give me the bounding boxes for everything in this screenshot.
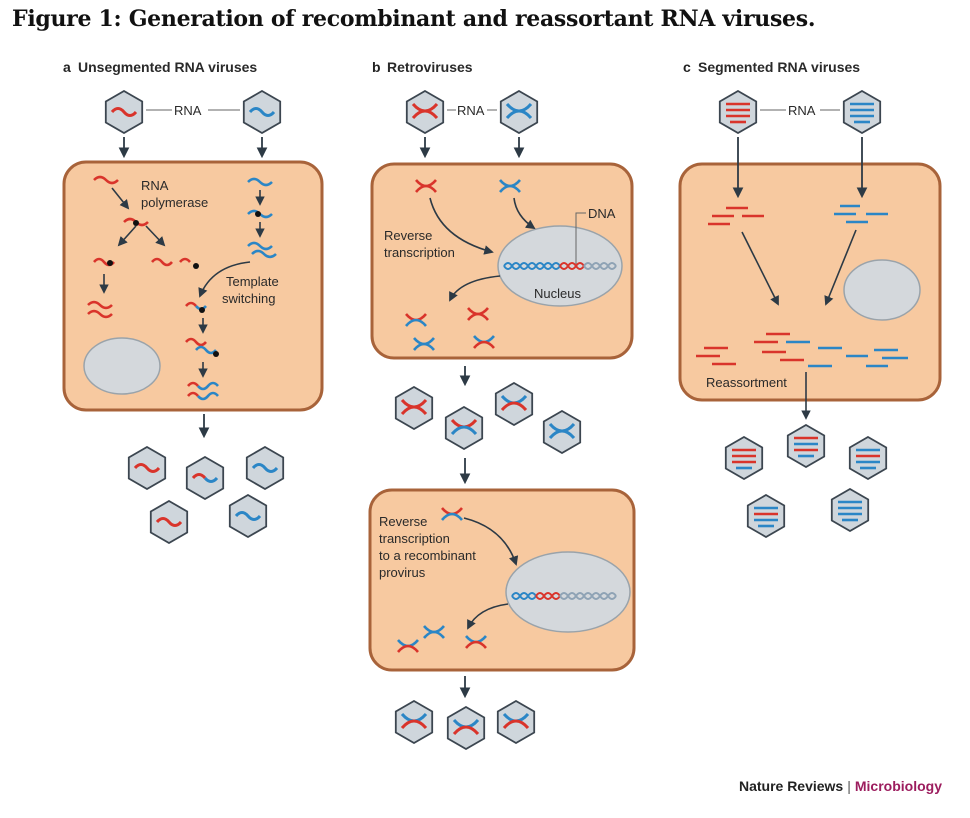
virion-b-left (405, 90, 445, 134)
template-label-1: Template (226, 274, 279, 289)
panel-c-letter: c (683, 59, 691, 75)
credit-separator: | (847, 778, 851, 794)
rna-label-a: RNA (174, 103, 202, 118)
journal-credit: Nature Reviews | Microbiology (739, 778, 942, 794)
panel-b-title: Retroviruses (387, 59, 473, 75)
panel-b: b Retroviruses RNA Reverse transcription… (368, 59, 636, 750)
nucleus-label: Nucleus (534, 286, 581, 301)
recombinant-provirus-b2 (511, 592, 617, 600)
progeny-virions-c (724, 424, 888, 538)
rt2-label-3: to a recombinant (379, 548, 476, 563)
polymerase-label-2: polymerase (141, 195, 208, 210)
template-label-2: switching (222, 291, 275, 306)
progeny-virions-b1 (394, 382, 582, 454)
cell-c (678, 162, 942, 402)
rt2-label-1: Reverse (379, 514, 427, 529)
panel-c-title: Segmented RNA viruses (698, 59, 860, 75)
progeny-virions-a (127, 446, 285, 544)
nucleus-b-2 (505, 551, 631, 633)
provirus-dna-b1 (503, 262, 617, 270)
rt-label-1: Reverse (384, 228, 432, 243)
panel-a-letter: a (63, 59, 71, 75)
rt-label-2: transcription (384, 245, 455, 260)
polymerase-label-1: RNA (141, 178, 169, 193)
figure-title: Figure 1: Generation of recombinant and … (12, 6, 816, 32)
panel-a: a Unsegmented RNA viruses RNA RNA polyme… (62, 59, 324, 544)
segment-pool-c (696, 332, 908, 368)
credit-section: Microbiology (854, 778, 942, 794)
virion-b-right (499, 90, 539, 134)
virion-c-left (718, 90, 758, 134)
nucleus-c (843, 259, 921, 321)
rna-label-c: RNA (788, 103, 816, 118)
panel-a-title: Unsegmented RNA viruses (78, 59, 257, 75)
rt2-label-2: transcription (379, 531, 450, 546)
panel-b-letter: b (372, 59, 381, 75)
panel-c: c Segmented RNA viruses RNA (678, 59, 942, 538)
credit-journal: Nature Reviews (738, 778, 844, 794)
progeny-virions-b2 (394, 700, 536, 750)
rt2-label-4: provirus (379, 565, 426, 580)
rna-label-b: RNA (457, 103, 485, 118)
virion-blue-a (242, 90, 282, 134)
dna-label: DNA (588, 206, 616, 221)
nucleus-a (83, 337, 161, 395)
reassortment-label: Reassortment (706, 375, 787, 390)
virion-red-a (104, 90, 144, 134)
virion-c-right (842, 90, 882, 134)
